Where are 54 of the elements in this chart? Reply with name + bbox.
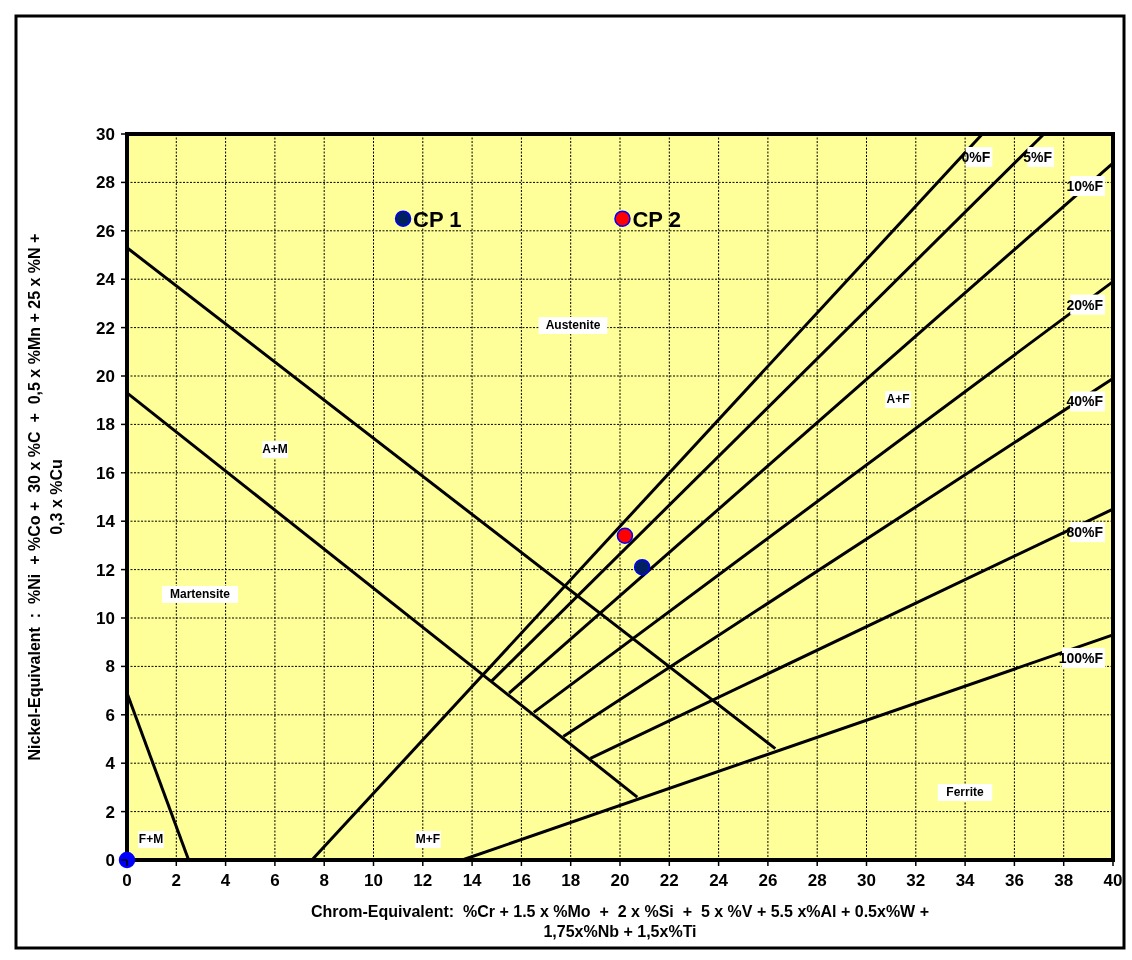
y-tick-label: 28 (96, 173, 115, 193)
annotation: M+F (415, 832, 441, 846)
y-tick-label: 24 (96, 270, 116, 290)
annotation: Austenite (545, 318, 601, 332)
y-tick-label: 8 (105, 657, 115, 677)
series-label: 10%F (1066, 178, 1104, 195)
y-tick-label: 10 (96, 609, 115, 628)
annotation: Ferrite (946, 785, 984, 799)
y-tick-label: 16 (96, 463, 115, 483)
annotation: A+M (262, 442, 288, 456)
series-label: 100%F (1058, 649, 1104, 666)
x-tick-label: 38 (1054, 871, 1074, 890)
x-tick-label: 12 (413, 871, 433, 890)
y-tick-label: 26 (96, 221, 115, 241)
x-tick-label: 14 (462, 871, 483, 890)
x-tick-label: 28 (807, 871, 827, 890)
y-tick-label: 6 (105, 705, 115, 725)
x-tick-label: 22 (659, 871, 679, 890)
y-tick-label: 14 (96, 512, 116, 532)
x-tick-label: 10 (364, 871, 383, 890)
y-axis-title: Nickel-Equivalent : %Ni + %Co + 30 x %C + 0,5 x %Mn + 25 x %N + 0,3 x %Cu (26, 233, 65, 761)
series-label: CP 2 (632, 206, 681, 232)
x-tick-label: 30 (857, 871, 876, 890)
y-tick-label: 22 (96, 318, 115, 338)
y-tick-label: 0 (105, 851, 115, 870)
x-tick-label: 26 (758, 871, 778, 890)
y-tick-label: 2 (105, 802, 115, 822)
annotation: F+M (138, 832, 164, 846)
y-tick-label: 4 (105, 754, 116, 774)
annotation: Martensite (169, 587, 231, 601)
x-tick-label: 6 (270, 871, 280, 890)
series-label: 40%F (1066, 393, 1104, 410)
x-tick-label: 0 (122, 871, 132, 890)
series-label: 5%F (1023, 149, 1053, 165)
series-label: CP 1 (413, 206, 462, 232)
y-tick-label: 20 (96, 367, 115, 386)
x-tick-label: 2 (171, 871, 182, 890)
y-tick-label: 12 (96, 560, 115, 580)
y-tick-label: 18 (96, 415, 115, 435)
x-tick-label: 40 (1103, 871, 1123, 890)
x-tick-label: 20 (610, 871, 630, 890)
x-tick-label: 34 (955, 871, 976, 890)
x-axis-title: Chrom-Equivalent: %Cr + 1.5 x %Mo + 2 x %Si + 5 x %V + 5.5 x%Al + 0.5x%W + 1,75x%Nb + 1,5x%Ti (310, 903, 930, 940)
series-label: 80%F (1066, 524, 1104, 541)
y-tick-label: 30 (96, 125, 115, 144)
x-tick-label: 8 (319, 871, 329, 890)
x-tick-label: 16 (511, 871, 531, 890)
series-label: 20%F (1066, 296, 1104, 313)
x-tick-label: 36 (1004, 871, 1024, 890)
annotation: A+F (886, 392, 910, 406)
x-tick-label: 4 (220, 871, 231, 890)
x-tick-label: 24 (709, 871, 729, 890)
x-tick-label: 18 (561, 871, 581, 890)
x-tick-label: 32 (906, 871, 926, 890)
